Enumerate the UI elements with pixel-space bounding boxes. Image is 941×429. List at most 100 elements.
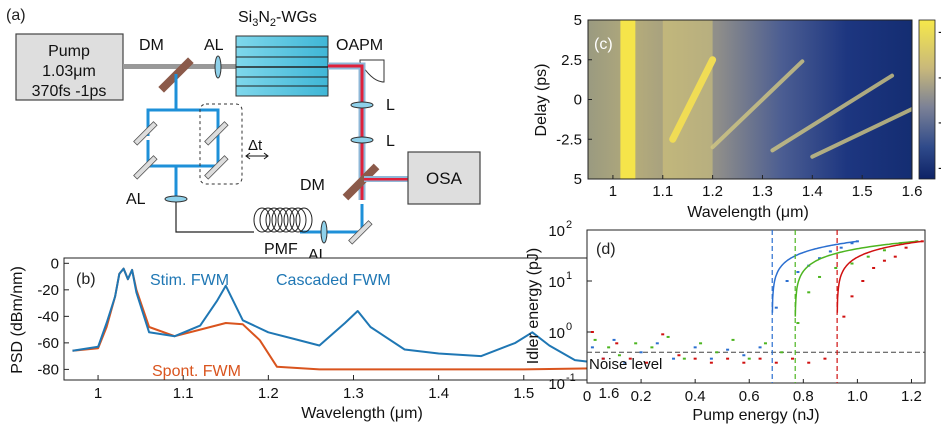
colorbar-tick-label: -30: [938, 69, 941, 86]
panel-b-axes: 1 1.1 1.2 1.3 1.4 1.5 1.6 0 -20 -40 -60 -80: [37, 255, 619, 402]
panel-c-ytick-label: -2.5: [556, 131, 582, 148]
lens-l1-label: L: [386, 97, 395, 114]
data-point-blue: [758, 346, 762, 349]
data-point-red: [601, 357, 605, 360]
oapm-label: OAPM: [336, 37, 383, 54]
data-point-red: [758, 357, 762, 360]
data-point-blue: [828, 250, 832, 253]
panel-b-annot-stim: Stim. FWM: [150, 272, 229, 289]
panel-b-xtick-label: 1.4: [428, 385, 449, 402]
panel-b-xlabel: Wavelength (μm): [301, 405, 423, 422]
panel-c-xtick-label: 1.5: [852, 183, 873, 200]
heatmap-trace-cascaded-2: [770, 73, 895, 153]
panel-b-xtick-label: 1.3: [343, 385, 364, 402]
noise-level-label: Noise level: [589, 356, 662, 373]
delay-mirror-2: [204, 121, 229, 146]
panel-b: 1 1.1 1.2 1.3 1.4 1.5 1.6 0 -20 -40 -60 -80 (b) Sti…: [9, 255, 661, 422]
osa-box: [407, 151, 481, 205]
panel-b-xtick-label: 1.1: [173, 385, 194, 402]
data-point-green: [763, 342, 767, 345]
heatmap-trace-cascaded-3: [810, 107, 912, 159]
data-point-blue: [639, 351, 643, 354]
panel-b-ylabel: PSD (dBm/nm): [9, 266, 26, 374]
data-point-red: [590, 331, 594, 333]
panel-d-xlabel: Pump energy (nJ): [692, 407, 819, 424]
panel-b-ytick-label: -80: [37, 361, 59, 378]
data-point-green: [634, 342, 638, 345]
panel-c-xtick-label: 1.6: [902, 183, 923, 200]
data-point-blue: [839, 246, 843, 249]
data-point-red: [709, 361, 713, 364]
panel-d-frame: [586, 229, 926, 384]
bottom-mirror: [348, 220, 373, 245]
pmf-fiber: [175, 202, 254, 233]
data-point-red: [807, 361, 811, 364]
data-point-red: [791, 357, 795, 360]
panel-c-xlabel: Wavelength (μm): [687, 204, 809, 221]
spectrum-stim-fwm: [72, 267, 660, 368]
delay-label: Δt: [248, 137, 263, 154]
panel-d-ytick-base: 10: [548, 376, 565, 393]
dm-bottom-label: DM: [300, 177, 325, 194]
panel-d-xtick-label: 0.4: [685, 388, 706, 405]
al-left-lens: [164, 195, 188, 203]
lens-l2: [350, 136, 374, 144]
panel-c-xtick-label: 1.1: [652, 183, 673, 200]
data-point-green: [747, 357, 751, 360]
al-left-label: AL: [126, 191, 146, 208]
panel-d-xtick-label: 0.2: [631, 388, 652, 405]
heatmap-band-signal-band: [662, 20, 713, 179]
data-point-red: [644, 361, 648, 364]
panel-d-xtick-label: 0: [583, 388, 591, 405]
panel-d-ytick-base: 10: [548, 274, 565, 291]
panel-b-xtick-label: 1: [94, 385, 102, 402]
colorbar: [918, 19, 936, 180]
al-top-lens: [214, 55, 222, 79]
data-point-red: [823, 357, 827, 360]
heatmap-trace-cascaded-1: [710, 59, 805, 150]
panel-d-ytick-base: 10: [548, 223, 565, 240]
panel-c: 1 1.1 1.2 1.3 1.4 1.5 1.6 5 2.5 0 -2.5 5 -10 -30 -50 -7…: [533, 12, 941, 221]
delay-stage-box: [199, 103, 243, 185]
data-point-green: [850, 262, 854, 265]
data-point-blue: [818, 257, 822, 260]
data-point-green: [666, 335, 670, 338]
panel-b-frame: [63, 257, 661, 381]
panel-d-label: (d): [596, 241, 616, 258]
panel-d-plot: [587, 230, 925, 383]
data-point-green: [650, 346, 654, 349]
panel-b-xtick-label: 1.2: [258, 385, 279, 402]
lens-l1: [350, 101, 374, 109]
data-point-blue: [709, 357, 713, 360]
panel-c-ytick-label: 5: [574, 12, 582, 29]
panel-d-xtick-label: 1.2: [901, 388, 922, 405]
waveguide-chip: [235, 35, 329, 97]
lens-l2-label: L: [386, 133, 395, 150]
setup-panel-label: (a): [6, 7, 26, 24]
pmf-coil: [253, 207, 313, 233]
data-point-blue: [672, 357, 676, 360]
data-point-blue: [796, 271, 800, 274]
data-point-red: [842, 315, 846, 318]
pump-label-line1: Pump: [48, 43, 90, 60]
panel-c-xtick-label: 1.2: [702, 183, 723, 200]
data-point-green: [807, 291, 811, 294]
panel-d-xtick-label: 0.6: [739, 388, 760, 405]
panel-d-xtick-label: 0.8: [793, 388, 814, 405]
panel-b-ytick-label: -40: [37, 308, 59, 325]
data-point-red: [677, 354, 681, 357]
data-point-red: [661, 333, 665, 336]
data-point-red: [774, 361, 778, 364]
data-point-red: [850, 295, 854, 298]
data-point-green: [796, 322, 800, 325]
panel-b-annot-spont: Spont. FWM: [152, 363, 241, 380]
panel-c-label: (c): [594, 36, 613, 53]
panel-c-xtick-label: 1: [609, 183, 617, 200]
data-point-green: [617, 354, 621, 357]
panel-c-ytick-label: 5: [574, 171, 582, 188]
data-point-blue: [612, 338, 616, 341]
data-point-red: [693, 357, 697, 360]
